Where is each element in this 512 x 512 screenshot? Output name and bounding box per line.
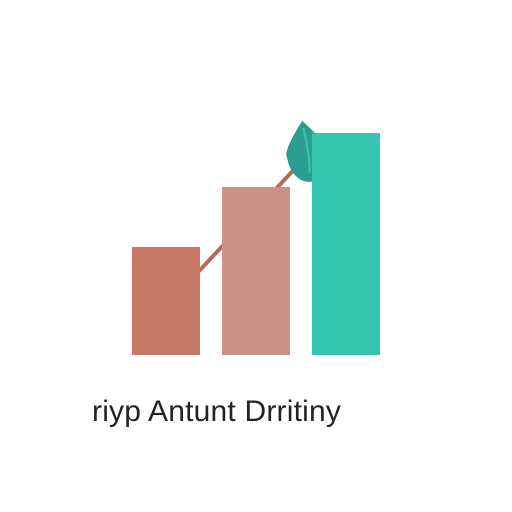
caption-text: riyp Antunt Drritiny bbox=[92, 395, 341, 429]
bar-3 bbox=[312, 133, 380, 355]
growth-bar-chart bbox=[132, 130, 382, 355]
bar-1 bbox=[132, 247, 200, 355]
bar-2 bbox=[222, 187, 290, 355]
